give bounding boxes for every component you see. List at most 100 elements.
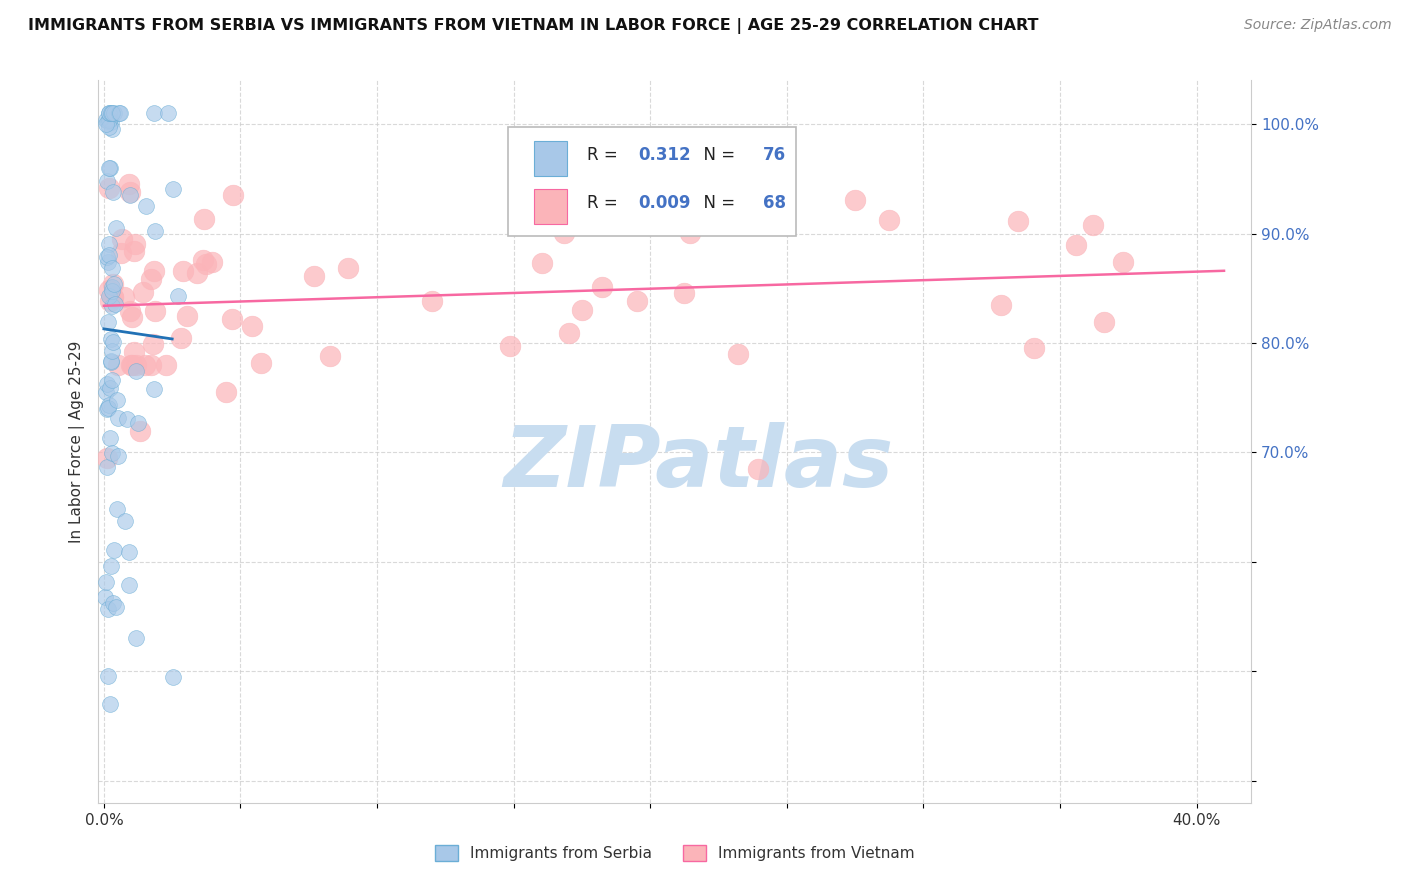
Point [1064, 237, 1087, 252]
Point [108, 106, 131, 120]
Point [98, 106, 121, 120]
Text: 0.312: 0.312 [638, 145, 690, 164]
Point [155, 358, 177, 372]
Y-axis label: In Labor Force | Age 25-29: In Labor Force | Age 25-29 [69, 341, 84, 542]
Point [176, 309, 198, 323]
Point [103, 542, 125, 557]
Point [98, 161, 121, 175]
Point [132, 285, 155, 299]
Point [122, 244, 145, 258]
Point [100, 280, 122, 294]
Point [97, 669, 120, 683]
Point [1092, 315, 1115, 329]
Point [139, 272, 162, 286]
Point [96, 250, 118, 264]
Point [139, 358, 162, 372]
Point [97, 315, 120, 329]
Point [100, 355, 122, 369]
Point [143, 382, 166, 396]
Point [100, 115, 122, 129]
Point [143, 304, 166, 318]
Point [98, 289, 121, 303]
Point [191, 253, 214, 268]
Point [553, 226, 575, 240]
Point [1007, 214, 1029, 228]
Point [100, 293, 122, 308]
Point [101, 260, 124, 275]
Point [215, 385, 238, 400]
Point [100, 299, 122, 313]
Point [727, 347, 749, 361]
Text: N =: N = [693, 145, 741, 164]
Point [990, 298, 1012, 312]
Point [1112, 255, 1135, 269]
Point [125, 631, 148, 645]
Text: Source: ZipAtlas.com: Source: ZipAtlas.com [1244, 18, 1392, 32]
Point [124, 364, 146, 378]
Point [97, 120, 120, 134]
Point [97, 401, 120, 416]
Point [100, 697, 122, 711]
Point [124, 345, 146, 359]
Point [558, 326, 581, 340]
Point [747, 462, 769, 476]
Point [166, 288, 188, 302]
Text: 68: 68 [762, 194, 786, 212]
Point [531, 255, 554, 269]
Legend: Immigrants from Serbia, Immigrants from Vietnam: Immigrants from Serbia, Immigrants from … [429, 839, 921, 867]
FancyBboxPatch shape [508, 128, 796, 235]
Text: R =: R = [588, 194, 623, 212]
Point [101, 185, 124, 199]
Point [626, 293, 648, 308]
Text: ZIPatlas: ZIPatlas [503, 422, 893, 505]
Point [118, 178, 141, 192]
Point [222, 187, 245, 202]
Text: 0.009: 0.009 [638, 194, 690, 212]
Point [108, 106, 131, 120]
Point [97, 161, 120, 175]
Point [94, 384, 117, 399]
Text: IMMIGRANTS FROM SERBIA VS IMMIGRANTS FROM VIETNAM IN LABOR FORCE | AGE 25-29 COR: IMMIGRANTS FROM SERBIA VS IMMIGRANTS FRO… [28, 18, 1039, 34]
Point [105, 600, 128, 615]
Point [96, 174, 118, 188]
Point [101, 373, 124, 387]
Point [96, 450, 118, 465]
Point [97, 248, 120, 262]
Point [101, 290, 124, 304]
Point [100, 106, 122, 120]
Point [103, 277, 125, 291]
Point [100, 559, 122, 574]
Point [194, 257, 217, 271]
Point [98, 112, 121, 127]
Point [162, 670, 184, 684]
Point [240, 319, 263, 334]
Point [100, 332, 122, 346]
Point [97, 399, 120, 413]
Text: N =: N = [693, 194, 741, 212]
Point [97, 254, 120, 268]
Point [135, 199, 157, 213]
Point [97, 236, 120, 251]
Point [98, 106, 121, 120]
Point [94, 112, 117, 127]
Point [101, 284, 124, 298]
Point [94, 117, 117, 131]
FancyBboxPatch shape [534, 141, 567, 176]
Point [162, 182, 184, 196]
Point [143, 106, 166, 120]
Point [142, 337, 165, 351]
Point [118, 188, 141, 202]
Point [96, 459, 118, 474]
Point [101, 122, 124, 136]
Point [100, 381, 122, 395]
Point [96, 575, 118, 590]
Point [110, 246, 132, 260]
Point [118, 304, 141, 318]
Text: 76: 76 [762, 145, 786, 164]
Point [302, 269, 325, 284]
Point [94, 590, 117, 604]
Point [104, 220, 127, 235]
Point [97, 602, 120, 616]
Point [107, 411, 129, 425]
Point [420, 293, 443, 308]
